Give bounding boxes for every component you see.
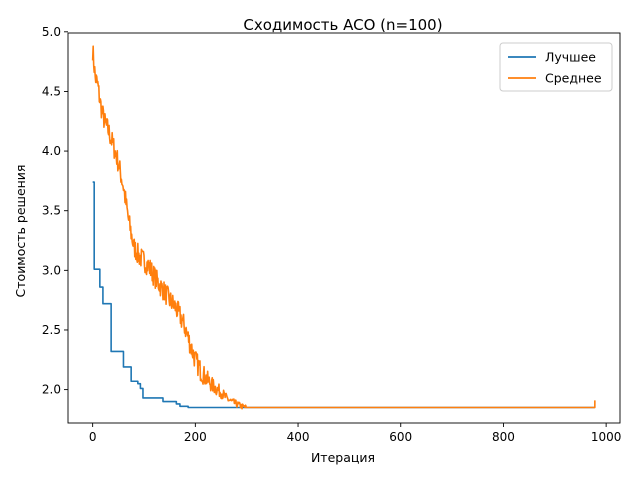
series-line-1 xyxy=(92,181,595,409)
series-line-2 xyxy=(91,45,596,410)
x-axis: 0 200 400 600 800 1000 xyxy=(89,423,622,444)
y-tick-label: 2.0 xyxy=(42,383,61,397)
x-tick-label: 800 xyxy=(492,430,515,444)
x-tick-label: 0 xyxy=(89,430,97,444)
chart-title: Сходимость ACO (n=100) xyxy=(243,16,442,34)
legend-label-1: Лучшее xyxy=(545,50,596,65)
y-tick-label: 4.0 xyxy=(42,144,61,158)
plot-area xyxy=(67,32,621,424)
y-axis-title: Стоимость решения xyxy=(13,165,28,298)
y-tick-label: 3.5 xyxy=(42,204,61,218)
legend: Лучшее Среднее xyxy=(499,42,613,92)
y-axis: 2.0 2.5 3.0 3.5 4.0 4.5 5.0 xyxy=(42,25,68,397)
legend-label-2: Среднее xyxy=(545,71,602,86)
y-tick-label: 4.5 xyxy=(42,84,61,98)
y-tick-label: 2.5 xyxy=(42,323,61,337)
x-tick-label: 400 xyxy=(287,430,310,444)
y-tick-label: 3.0 xyxy=(42,263,61,277)
legend-box xyxy=(499,42,613,92)
plot-frame xyxy=(67,32,621,424)
x-tick-label: 1000 xyxy=(591,430,622,444)
y-tick-label: 5.0 xyxy=(42,25,61,39)
x-axis-title: Итерация xyxy=(311,450,375,465)
x-tick-label: 600 xyxy=(389,430,412,444)
x-tick-label: 200 xyxy=(184,430,207,444)
